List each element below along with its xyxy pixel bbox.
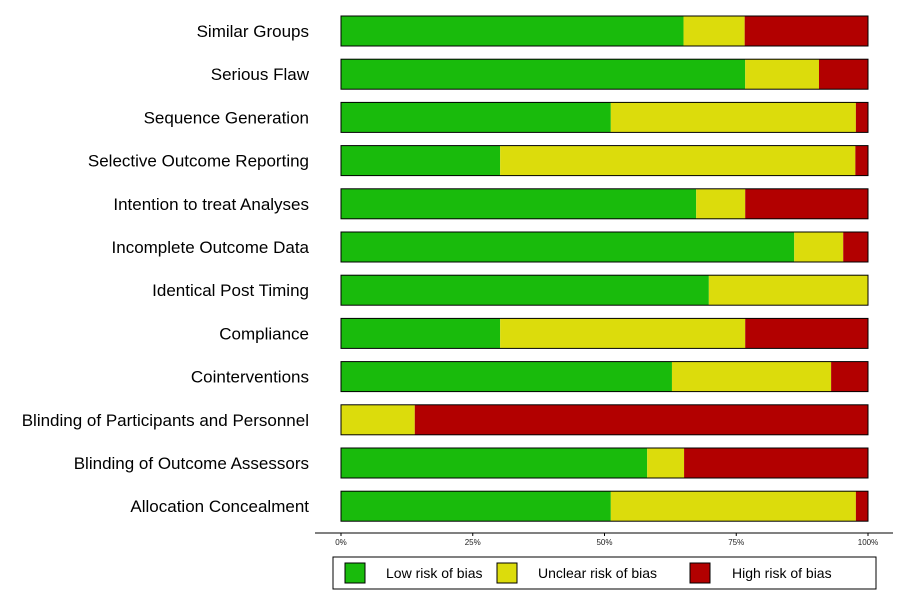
bar-segment	[745, 188, 868, 219]
legend-label: Unclear risk of bias	[538, 565, 657, 581]
bar-segment	[414, 404, 868, 435]
bar-outline	[340, 447, 869, 479]
x-tick-label: 25%	[465, 538, 481, 547]
bar-segment	[684, 448, 868, 478]
bar-outline	[340, 231, 869, 263]
category-label: Similar Groups	[197, 22, 309, 41]
x-tick-label: 75%	[728, 538, 744, 547]
category-label: Identical Post Timing	[152, 281, 309, 300]
legend-box	[332, 556, 877, 590]
bar-segment	[610, 491, 856, 522]
legend-label: Low risk of bias	[386, 565, 482, 581]
bar-outline	[340, 145, 869, 177]
bar-segment	[341, 145, 501, 176]
bar-segment	[831, 361, 868, 392]
bar-outline	[340, 15, 869, 47]
bar-segment	[855, 145, 868, 176]
bar-segment	[341, 59, 746, 90]
bar-segment	[843, 232, 868, 262]
bar-segment	[745, 318, 868, 349]
bar-segment	[341, 361, 672, 392]
bar-segment	[341, 318, 501, 349]
bar-segment	[647, 448, 685, 478]
bar-segment	[500, 145, 856, 176]
bar-segment	[818, 59, 868, 90]
bar-outline	[340, 404, 869, 436]
bar-outline	[340, 58, 869, 90]
bar-outline	[340, 188, 869, 220]
bar-segment	[671, 361, 832, 392]
bar-segment	[855, 102, 868, 133]
x-axis: 0% 25% 50% 75% 100%	[315, 532, 893, 547]
bar-segment	[500, 318, 746, 349]
bar-segment	[341, 275, 709, 306]
legend-swatch	[689, 562, 711, 584]
bar-segment	[341, 188, 697, 219]
bar-segment	[610, 102, 856, 133]
category-label: Blinding of Participants and Personnel	[22, 411, 309, 430]
category-labels: Similar Groups Serious Flaw Sequence Gener…	[22, 22, 310, 516]
bar-segment	[794, 232, 844, 262]
bar-segment	[696, 188, 746, 219]
bar-segment	[341, 404, 415, 435]
bar-segment	[341, 491, 611, 522]
category-label: Compliance	[219, 324, 309, 343]
bar-segment	[744, 16, 868, 46]
bar-outline	[340, 490, 869, 522]
legend-swatch	[344, 562, 366, 584]
x-tick-label: 0%	[335, 538, 347, 547]
bars	[340, 15, 869, 522]
bar-segment	[683, 16, 745, 46]
legend: Low risk of bias Unclear risk of bias High…	[332, 556, 877, 590]
bar-outline	[340, 101, 869, 133]
bar-outline	[340, 361, 869, 393]
legend-swatch	[496, 562, 518, 584]
category-label: Incomplete Outcome Data	[112, 238, 310, 257]
bar-segment	[745, 59, 819, 90]
legend-label: High risk of bias	[732, 565, 832, 581]
bar-segment	[341, 448, 648, 478]
bar-segment	[341, 102, 611, 133]
category-label: Selective Outcome Reporting	[88, 152, 309, 171]
category-label: Blinding of Outcome Assessors	[74, 454, 309, 473]
bar-segment	[341, 16, 684, 46]
bar-outline	[340, 274, 869, 306]
category-label: Sequence Generation	[144, 108, 309, 127]
bar-segment	[341, 232, 795, 262]
category-label: Cointerventions	[191, 368, 309, 387]
category-label: Intention to treat Analyses	[113, 195, 309, 214]
bar-segment	[708, 275, 868, 306]
bar-segment	[855, 491, 868, 522]
x-tick-label: 50%	[596, 538, 612, 547]
category-label: Serious Flaw	[211, 65, 310, 84]
bar-outline	[340, 317, 869, 349]
x-tick-label: 100%	[858, 538, 878, 547]
category-label: Allocation Concealment	[130, 497, 309, 516]
